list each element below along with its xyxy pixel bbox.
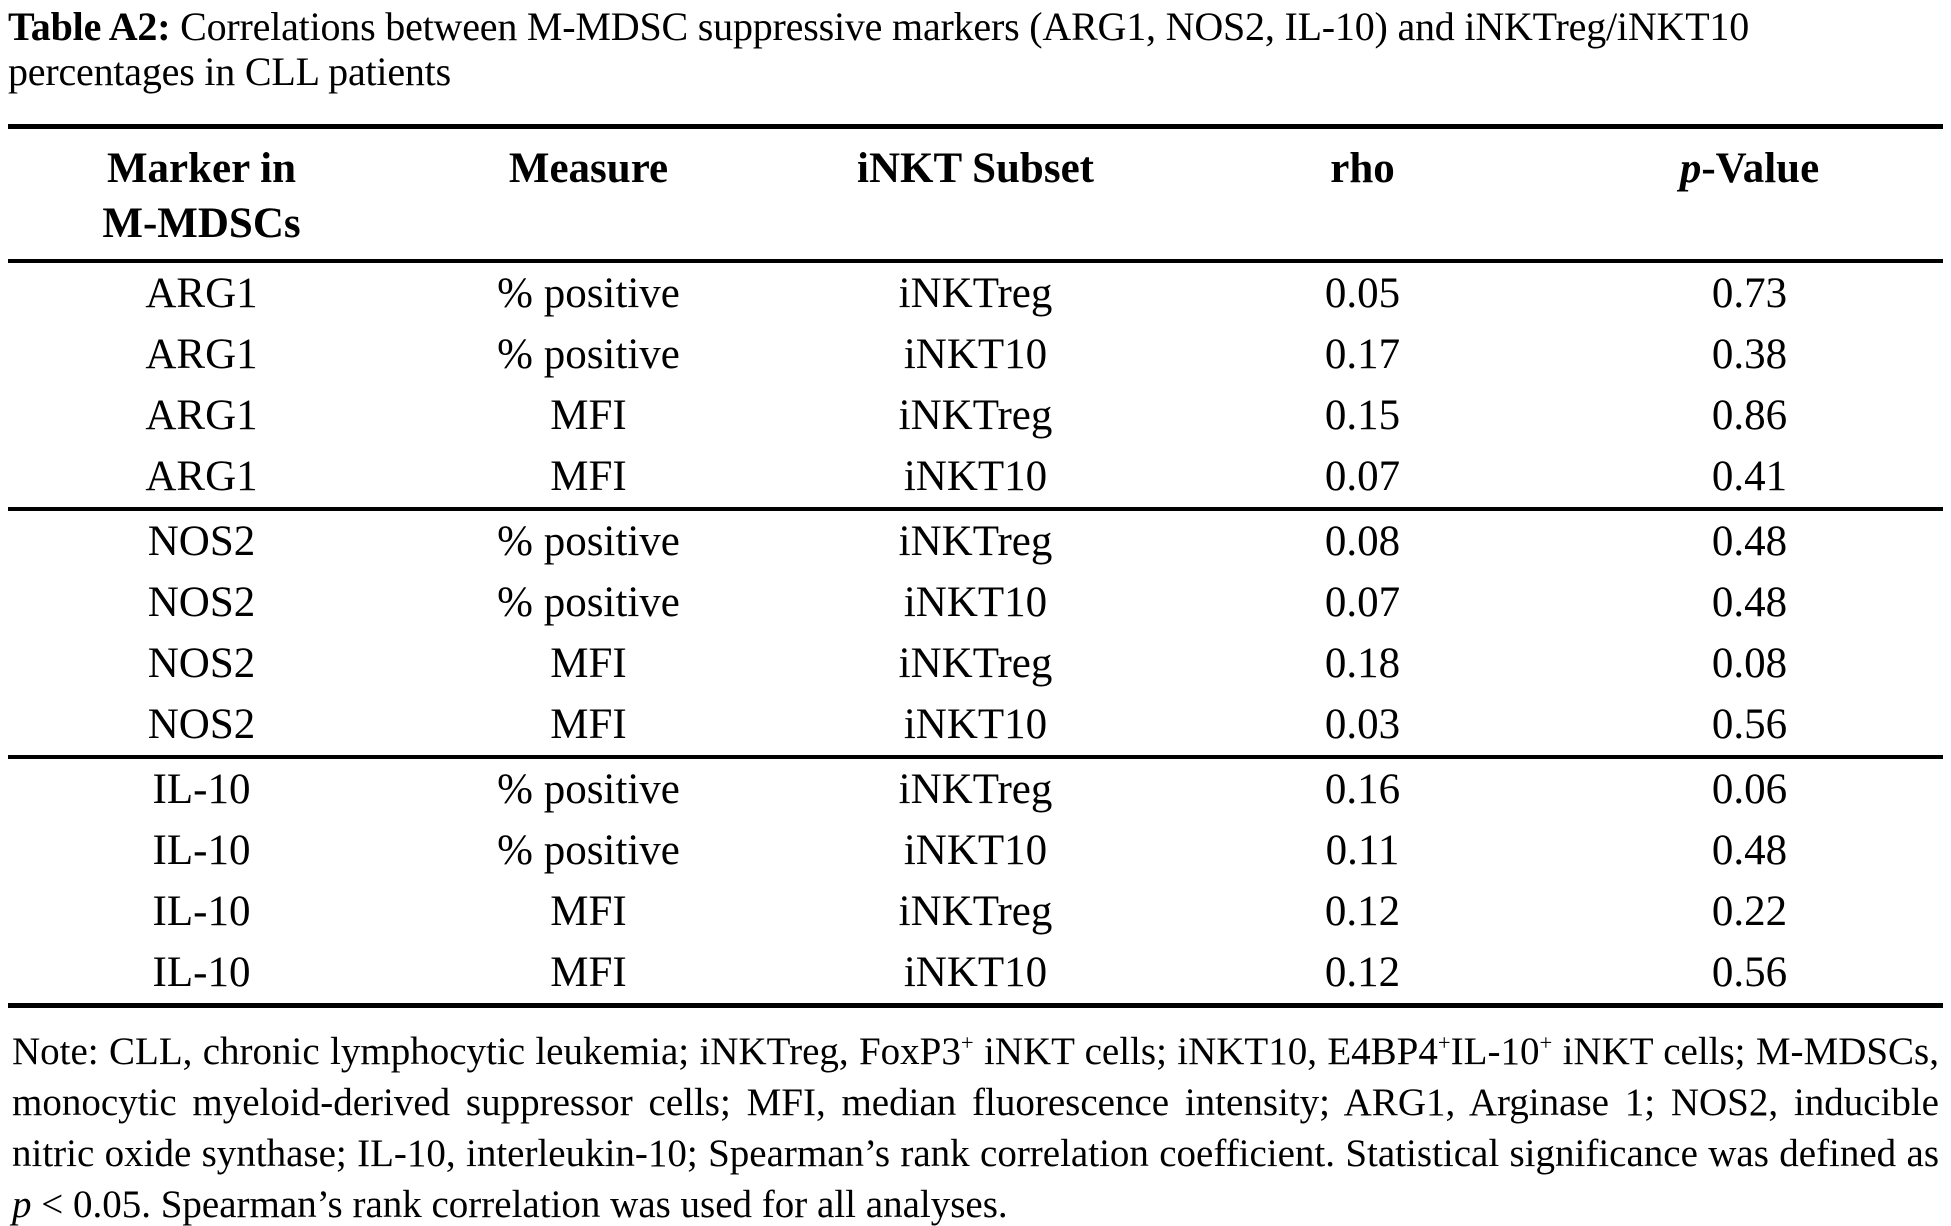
table-caption-label: Table A2: <box>8 4 171 49</box>
column-header-pvalue-italic: p <box>1679 145 1702 192</box>
table-row: IL-10% positive iNKTreg 0.16 0.06 <box>8 755 1943 820</box>
cell-subset: iNKT10 <box>903 453 1048 500</box>
cell-marker: NOS2 <box>147 640 256 687</box>
column-header-marker-line1: Marker in <box>106 145 297 192</box>
cell-measure: MFI <box>550 949 627 996</box>
cell-marker: IL-10 <box>152 827 251 874</box>
cell-subset: iNKTreg <box>898 392 1053 439</box>
cell-pvalue: 0.86 <box>1711 392 1788 439</box>
table-row: ARG1 MFI iNKT10 0.07 0.41 <box>8 446 1943 509</box>
cell-measure: % positive <box>497 579 680 626</box>
column-header-subset: iNKT Subset <box>782 126 1169 263</box>
cell-pvalue: 0.56 <box>1711 701 1788 748</box>
cell-measure: % positive <box>497 331 680 378</box>
cell-subset: iNKT10 <box>903 701 1048 748</box>
cell-pvalue: 0.08 <box>1711 640 1788 687</box>
table-row: NOS2% positive iNKTreg 0.08 0.48 <box>8 507 1943 572</box>
cell-rho: 0.16 <box>1169 755 1556 820</box>
table-row: ARG1 MFI iNKTreg 0.15 0.86 <box>8 385 1943 446</box>
cell-subset: iNKTreg <box>898 640 1053 687</box>
table-row: NOS2 MFI iNKT10 0.03 0.56 <box>8 694 1943 757</box>
column-header-rho: rho <box>1169 126 1556 263</box>
cell-subset: iNKT10 <box>903 579 1048 626</box>
note-text-segment: iNKT cells; iNKT10, E4BP4 <box>973 1030 1438 1073</box>
cell-rho: 0.11 <box>1325 827 1400 874</box>
table-row: ARG1 % positive iNKTreg 0.05 0.73 <box>8 261 1943 324</box>
cell-measure: MFI <box>550 888 627 935</box>
note-superscript: + <box>1437 1030 1451 1055</box>
cell-measure: % positive <box>395 755 782 820</box>
cell-pvalue: 0.56 <box>1711 949 1788 996</box>
cell-marker: IL-10 <box>8 755 395 820</box>
column-header-pvalue-rest: -Value <box>1701 145 1820 192</box>
cell-measure: % positive <box>395 507 782 572</box>
table-row: IL-10 MFI iNKT10 0.12 0.56 <box>8 942 1943 1006</box>
cell-subset: iNKT10 <box>903 827 1048 874</box>
column-header-marker: Marker in M-MDSCs <box>8 126 395 263</box>
header-row: Marker in M-MDSCs Measure iNKT Subset rh… <box>8 126 1943 263</box>
cell-pvalue: 0.48 <box>1711 827 1788 874</box>
note-text-segment: IL-10 <box>1450 1030 1540 1073</box>
cell-marker: ARG1 <box>145 392 258 439</box>
cell-marker: NOS2 <box>147 579 256 626</box>
cell-marker: ARG1 <box>145 453 258 500</box>
cell-pvalue: 0.48 <box>1711 579 1788 626</box>
cell-rho: 0.12 <box>1324 888 1401 935</box>
cell-measure: MFI <box>550 453 627 500</box>
correlation-table: Marker in M-MDSCs Measure iNKT Subset rh… <box>8 124 1943 1008</box>
table-row: NOS2 MFI iNKTreg 0.18 0.08 <box>8 633 1943 694</box>
cell-subset: iNKTreg <box>782 507 1169 572</box>
cell-rho: 0.12 <box>1324 949 1401 996</box>
table-row: NOS2 % positive iNKT10 0.07 0.48 <box>8 572 1943 633</box>
cell-marker: NOS2 <box>8 507 395 572</box>
note-superscript: + <box>960 1030 974 1055</box>
note-superscript: + <box>1539 1030 1553 1055</box>
cell-pvalue: 0.22 <box>1711 888 1788 935</box>
cell-marker: IL-10 <box>152 949 251 996</box>
table-caption-text: Correlations between M-MDSC suppressive … <box>8 4 1750 94</box>
note-text-segment: Note: CLL, chronic lymphocytic leukemia;… <box>12 1030 961 1073</box>
cell-pvalue: 0.38 <box>1711 331 1788 378</box>
cell-rho: 0.03 <box>1324 701 1401 748</box>
table-row: ARG1 % positive iNKT10 0.17 0.38 <box>8 324 1943 385</box>
cell-pvalue: 0.06 <box>1556 755 1943 820</box>
cell-subset: iNKTreg <box>782 755 1169 820</box>
cell-rho: 0.17 <box>1324 331 1401 378</box>
table-note: Note: CLL, chronic lymphocytic leukemia;… <box>12 1026 1939 1226</box>
column-header-measure: Measure <box>395 126 782 263</box>
cell-measure: % positive <box>497 270 680 317</box>
cell-measure: % positive <box>497 827 680 874</box>
cell-subset: iNKT10 <box>903 331 1048 378</box>
note-text-segment: < 0.05. Spearman’s rank correlation was … <box>31 1183 1008 1226</box>
cell-pvalue: 0.48 <box>1556 507 1943 572</box>
cell-rho: 0.08 <box>1169 507 1556 572</box>
cell-rho: 0.07 <box>1324 579 1401 626</box>
cell-marker: ARG1 <box>145 331 258 378</box>
table-header: Marker in M-MDSCs Measure iNKT Subset rh… <box>8 126 1943 263</box>
column-header-marker-line2: M-MDSCs <box>102 200 301 247</box>
cell-rho: 0.18 <box>1324 640 1401 687</box>
cell-marker: NOS2 <box>147 701 256 748</box>
cell-rho: 0.07 <box>1324 453 1401 500</box>
cell-measure: MFI <box>550 640 627 687</box>
table-caption: Table A2: Correlations between M-MDSC su… <box>8 4 1943 94</box>
table-body: ARG1% positive iNKTreg 0.05 0.73 ARG1% posit… <box>8 261 1943 1006</box>
column-header-pvalue: p-Value <box>1556 126 1943 263</box>
cell-pvalue: 0.73 <box>1711 270 1788 317</box>
table-row: IL-10 % positive iNKT10 0.11 0.48 <box>8 820 1943 881</box>
cell-rho: 0.05 <box>1324 270 1401 317</box>
cell-marker: IL-10 <box>152 888 251 935</box>
cell-rho: 0.15 <box>1324 392 1401 439</box>
cell-pvalue: 0.41 <box>1711 453 1788 500</box>
table-row: IL-10 MFI iNKTreg 0.12 0.22 <box>8 881 1943 942</box>
cell-marker: ARG1 <box>145 270 258 317</box>
cell-measure: MFI <box>550 701 627 748</box>
cell-measure: MFI <box>550 392 627 439</box>
note-text-segment: p <box>12 1183 32 1226</box>
cell-subset: iNKT10 <box>903 949 1048 996</box>
cell-subset: iNKTreg <box>898 888 1053 935</box>
note-text-segment: iNKT cells; M-MDSCs, monocytic myeloid-d… <box>12 1030 1939 1175</box>
cell-subset: iNKTreg <box>898 270 1053 317</box>
